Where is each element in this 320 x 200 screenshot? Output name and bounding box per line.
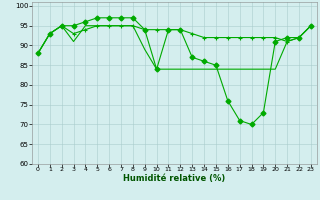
X-axis label: Humidité relative (%): Humidité relative (%)	[123, 174, 226, 183]
